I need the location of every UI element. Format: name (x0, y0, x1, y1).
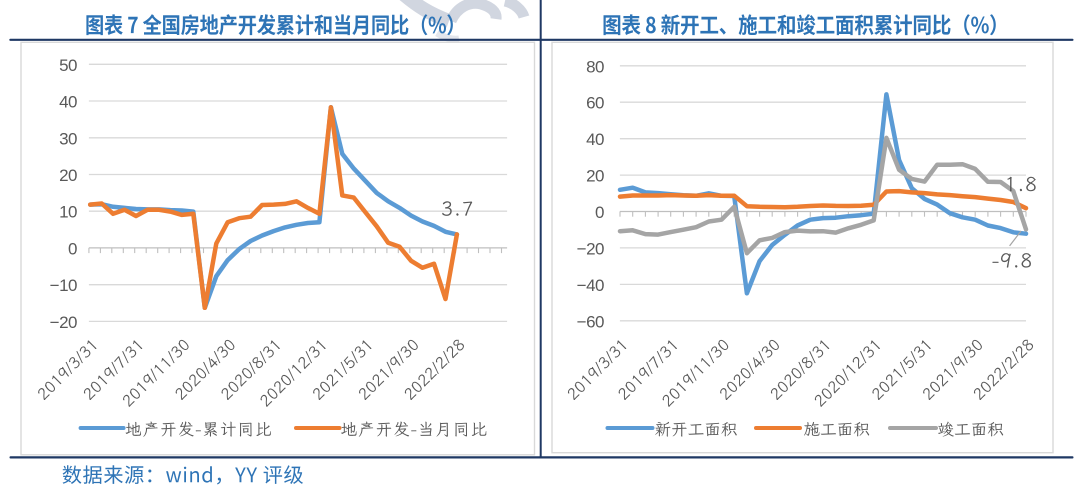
svg-text:10: 10 (59, 203, 77, 222)
svg-text:−60: −60 (577, 312, 604, 331)
svg-text:0: 0 (68, 239, 77, 258)
svg-text:30: 30 (59, 129, 77, 148)
svg-text:20: 20 (59, 166, 77, 185)
svg-text:20: 20 (586, 167, 604, 186)
svg-text:0: 0 (595, 203, 604, 222)
svg-text:80: 80 (586, 57, 604, 76)
svg-text:−40: −40 (577, 276, 604, 295)
svg-text:40: 40 (586, 130, 604, 149)
svg-text:−20: −20 (50, 313, 77, 332)
svg-text:60: 60 (586, 94, 604, 113)
svg-text:40: 40 (59, 93, 77, 112)
svg-text:−20: −20 (577, 239, 604, 258)
svg-text:50: 50 (59, 56, 77, 75)
svg-text:−10: −10 (50, 276, 77, 295)
